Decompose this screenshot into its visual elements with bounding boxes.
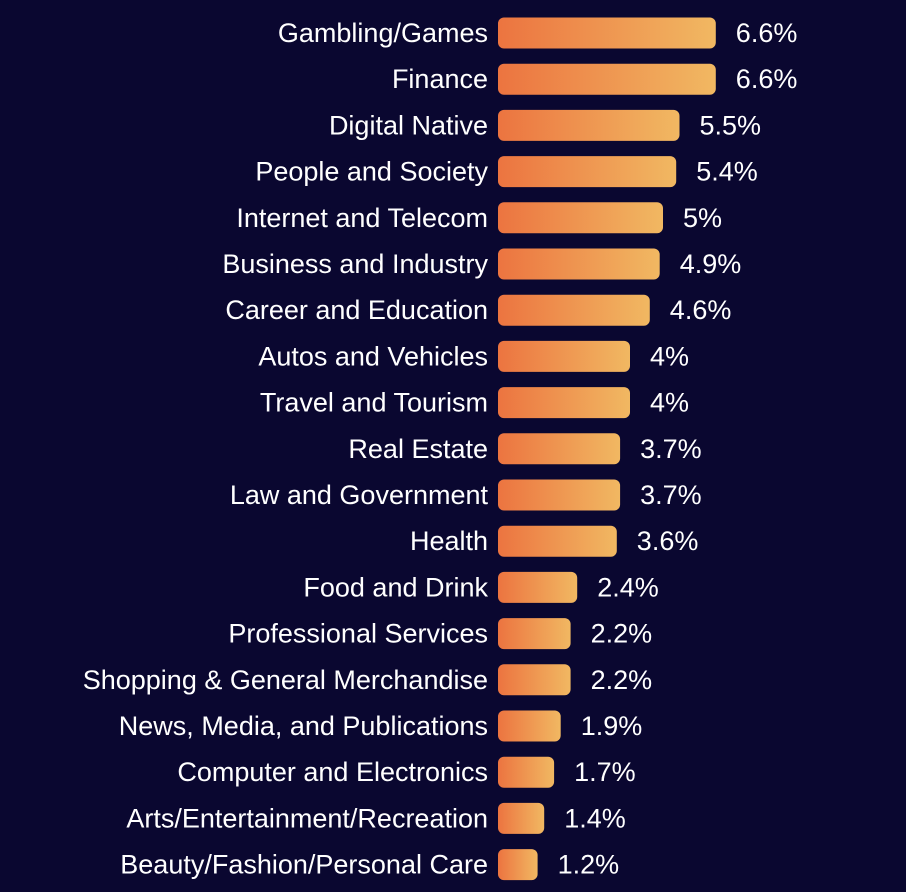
value-label: 5.5% bbox=[700, 110, 762, 140]
value-label: 5.4% bbox=[696, 157, 758, 187]
bar bbox=[498, 17, 716, 49]
bar bbox=[498, 387, 630, 419]
bar bbox=[498, 756, 555, 788]
value-label: 4.6% bbox=[670, 295, 732, 325]
bar bbox=[498, 340, 630, 372]
bar-row: Arts/Entertainment/Recreation 1.4% bbox=[126, 802, 626, 834]
value-label: 3.6% bbox=[637, 526, 699, 556]
bar-row: Internet and Telecom 5% bbox=[236, 202, 722, 234]
bar bbox=[498, 156, 677, 188]
bar-row: Law and Government 3.7% bbox=[230, 479, 702, 511]
category-label: Internet and Telecom bbox=[236, 203, 488, 233]
bar bbox=[498, 109, 680, 141]
value-label: 5% bbox=[683, 203, 722, 233]
category-label: People and Society bbox=[255, 157, 488, 187]
bar bbox=[498, 433, 621, 465]
bar-row: Autos and Vehicles 4% bbox=[258, 340, 689, 372]
category-label: Business and Industry bbox=[222, 249, 488, 279]
value-label: 1.4% bbox=[564, 803, 626, 833]
bar-row: Gambling/Games 6.6% bbox=[278, 17, 798, 49]
value-label: 6.6% bbox=[736, 18, 798, 48]
bar bbox=[498, 202, 663, 234]
category-label: Food and Drink bbox=[303, 572, 488, 602]
category-label: Travel and Tourism bbox=[260, 388, 488, 418]
bar bbox=[498, 664, 571, 696]
category-label: Beauty/Fashion/Personal Care bbox=[120, 850, 488, 880]
bar-row: People and Society 5.4% bbox=[255, 156, 758, 188]
bar-row: Digital Native 5.5% bbox=[329, 109, 762, 141]
value-label: 3.7% bbox=[640, 480, 702, 510]
category-label: Health bbox=[410, 526, 488, 556]
bar bbox=[498, 63, 716, 95]
bar-row: Finance 6.6% bbox=[392, 63, 798, 95]
bar bbox=[498, 618, 571, 650]
bar bbox=[498, 248, 660, 280]
category-label: Professional Services bbox=[228, 619, 488, 649]
category-label: Digital Native bbox=[329, 110, 488, 140]
bar bbox=[498, 479, 621, 511]
bar-row: Business and Industry 4.9% bbox=[222, 248, 742, 280]
bar bbox=[498, 802, 545, 834]
bar-row: Beauty/Fashion/Personal Care 1.2% bbox=[120, 849, 620, 881]
bar-row: Shopping & General Merchandise 2.2% bbox=[83, 664, 653, 696]
value-label: 1.2% bbox=[558, 850, 620, 880]
value-label: 3.7% bbox=[640, 434, 702, 464]
value-label: 1.9% bbox=[581, 711, 643, 741]
bar-row: Real Estate 3.7% bbox=[348, 433, 702, 465]
category-label: Gambling/Games bbox=[278, 18, 488, 48]
value-label: 2.2% bbox=[591, 665, 653, 695]
bar-row: Food and Drink 2.4% bbox=[303, 571, 659, 603]
bar-row: Computer and Electronics 1.7% bbox=[177, 756, 636, 788]
bar-row: Professional Services 2.2% bbox=[228, 618, 653, 650]
category-label: Computer and Electronics bbox=[177, 757, 488, 787]
value-label: 6.6% bbox=[736, 64, 798, 94]
category-label: Law and Government bbox=[230, 480, 489, 510]
category-label: Arts/Entertainment/Recreation bbox=[126, 803, 488, 833]
bar bbox=[498, 294, 650, 326]
value-label: 1.7% bbox=[574, 757, 636, 787]
category-label: Finance bbox=[392, 64, 488, 94]
category-label: Career and Education bbox=[225, 295, 488, 325]
category-label: Real Estate bbox=[348, 434, 488, 464]
bar bbox=[498, 571, 578, 603]
category-label: Shopping & General Merchandise bbox=[83, 665, 488, 695]
bar bbox=[498, 710, 561, 742]
bar-row: Health 3.6% bbox=[410, 525, 699, 557]
bar-row: Travel and Tourism 4% bbox=[260, 387, 689, 419]
value-label: 4% bbox=[650, 341, 689, 371]
bar bbox=[498, 849, 538, 881]
bar-row: Career and Education 4.6% bbox=[225, 294, 732, 326]
category-label: News, Media, and Publications bbox=[119, 711, 488, 741]
bar-row: News, Media, and Publications 1.9% bbox=[119, 710, 643, 742]
bar bbox=[498, 525, 617, 557]
bars-layer: Gambling/Games 6.6% Finance 6.6% Digital Nat… bbox=[83, 17, 798, 881]
value-label: 2.4% bbox=[597, 572, 659, 602]
value-label: 4.9% bbox=[680, 249, 742, 279]
value-label: 2.2% bbox=[591, 619, 653, 649]
value-label: 4% bbox=[650, 388, 689, 418]
category-label: Autos and Vehicles bbox=[258, 341, 488, 371]
